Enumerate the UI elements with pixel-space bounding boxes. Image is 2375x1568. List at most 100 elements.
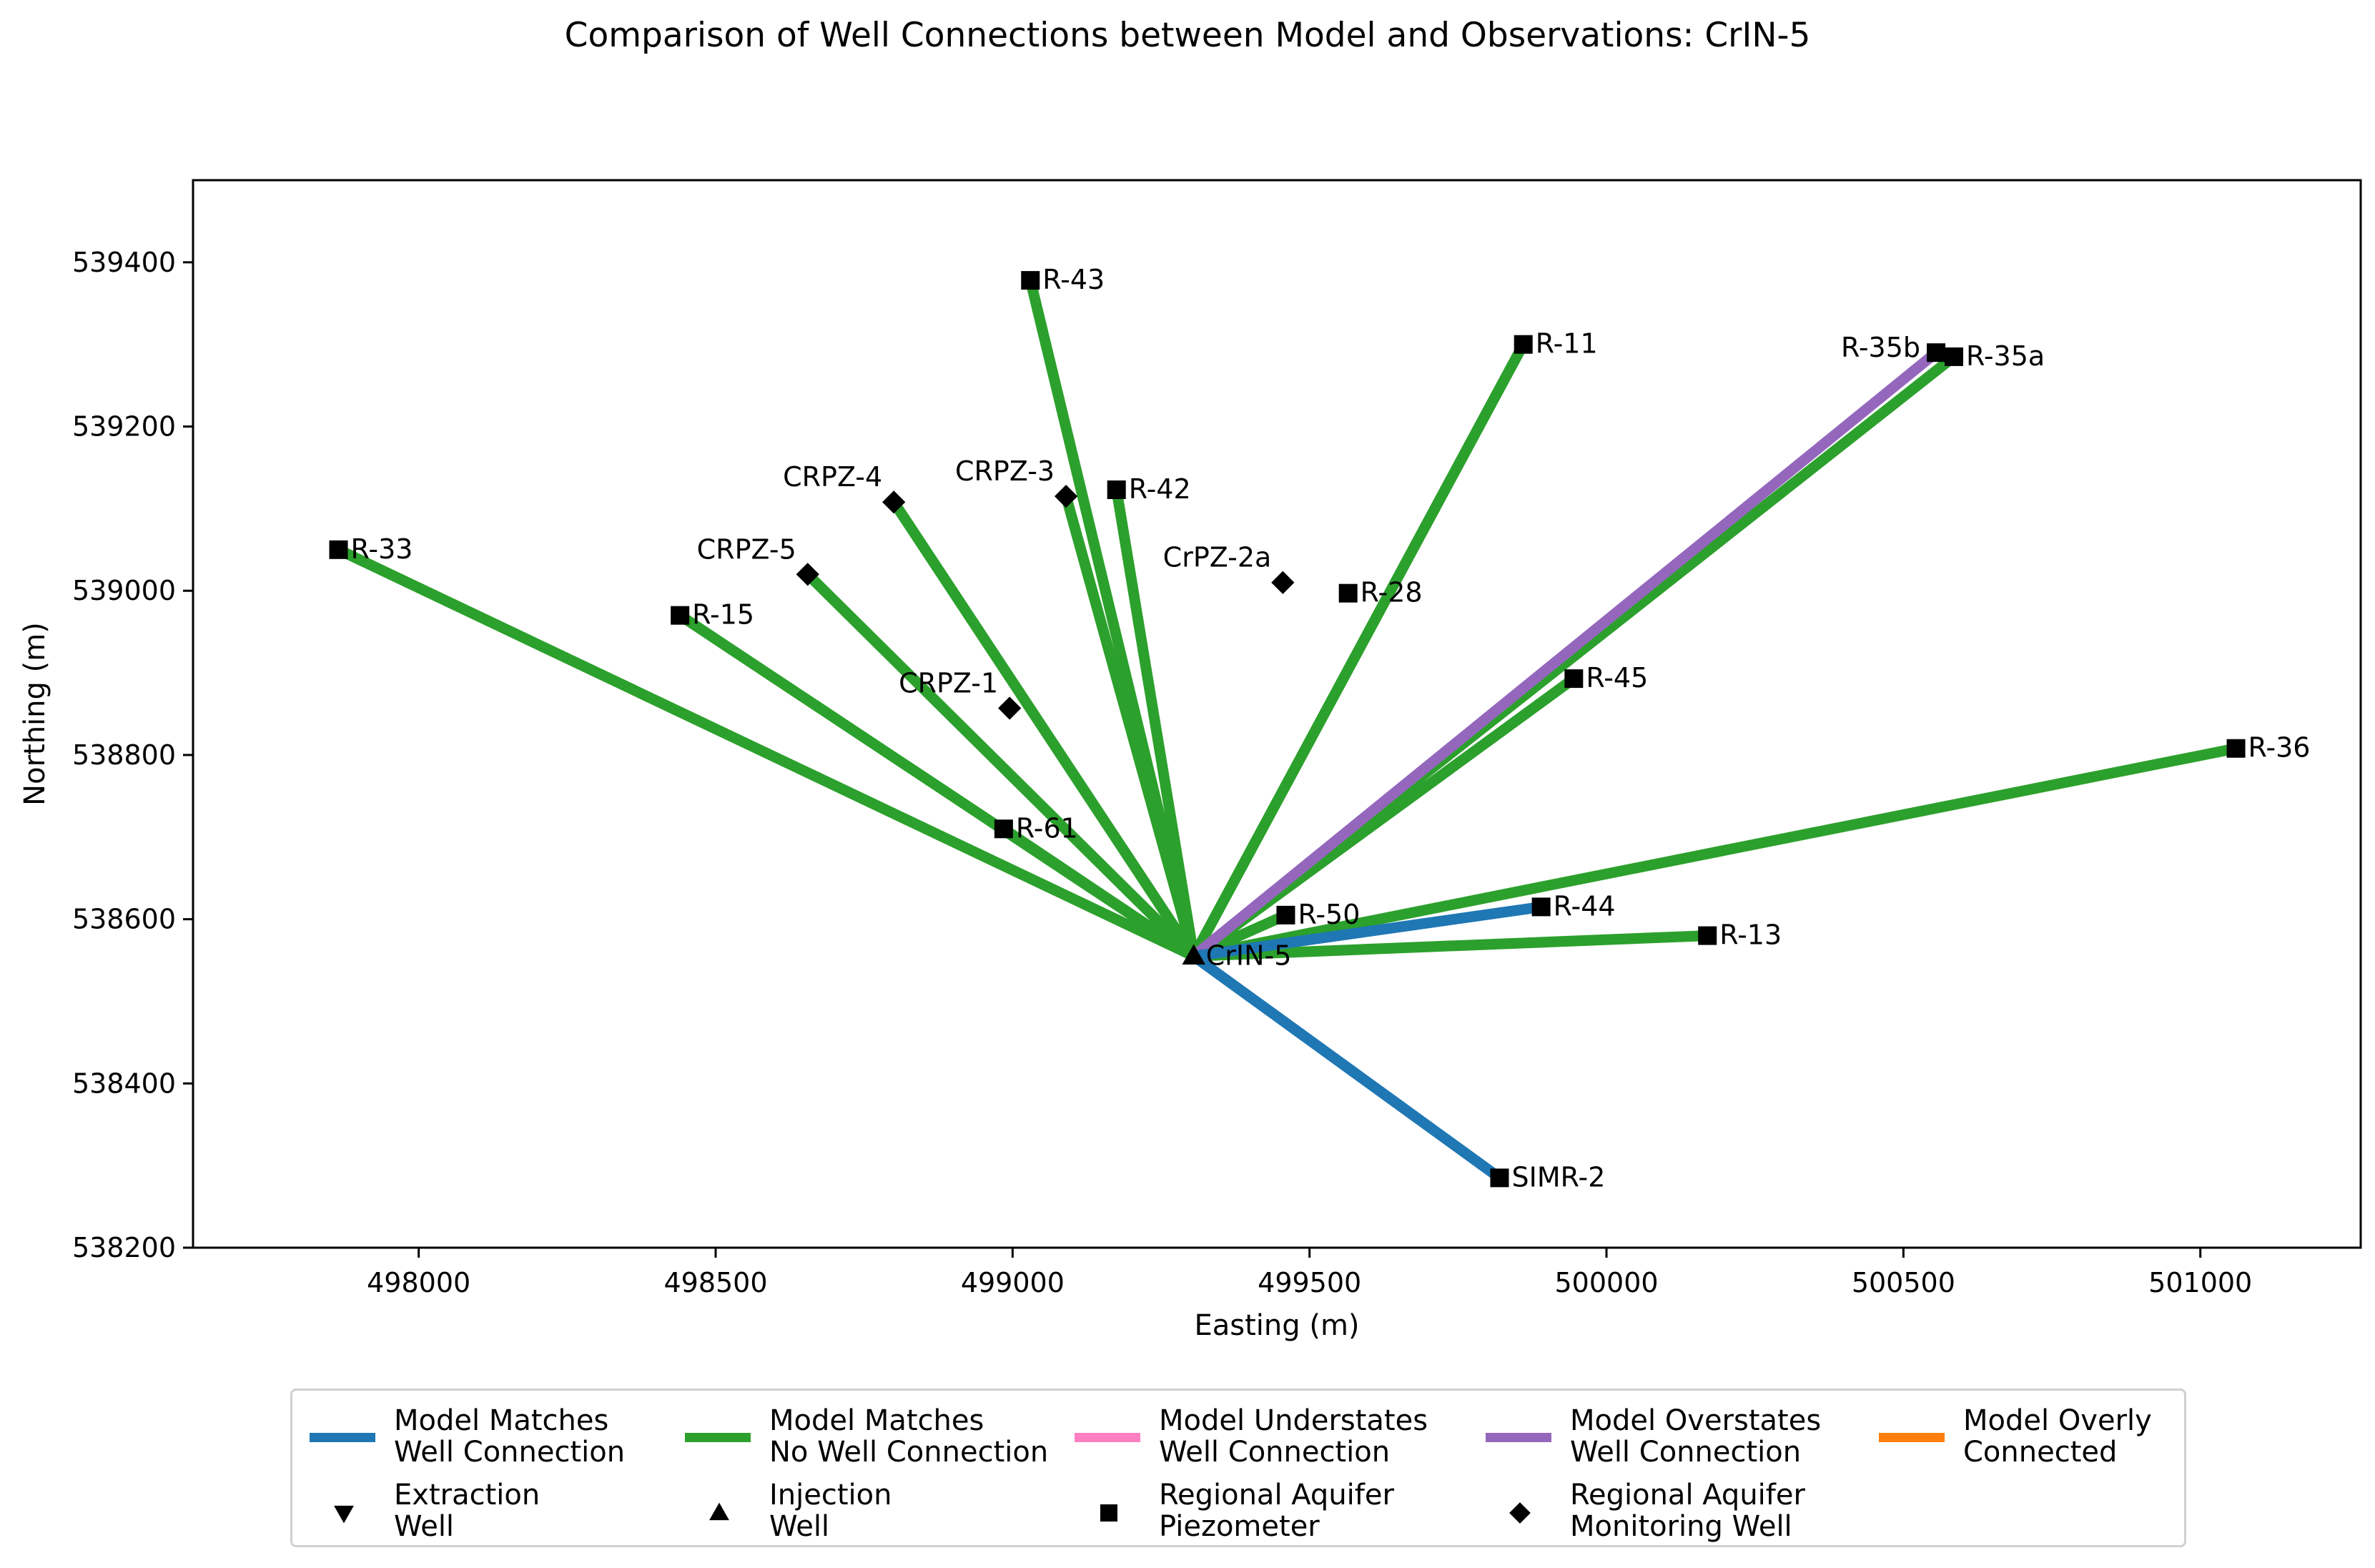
connection-line-crpz-5	[804, 570, 1198, 960]
legend-line-swatch	[685, 1433, 751, 1442]
connection-line-r-13	[1193, 930, 1708, 962]
x-tick-label: 500000	[1554, 1267, 1658, 1298]
well-marker-r-11	[1514, 335, 1533, 354]
legend-line-swatch	[1486, 1433, 1551, 1442]
well-markers	[329, 271, 2246, 1188]
connection-line-crpz-4	[889, 499, 1198, 960]
legend-swatch	[1876, 1419, 1947, 1454]
well-label-r-43: R-43	[1042, 264, 1105, 295]
connection-line-r-36	[1193, 743, 2238, 962]
well-label-r-42: R-42	[1129, 473, 1191, 505]
well-label-crpz-5: CRPZ-5	[697, 533, 796, 565]
legend-label: Regional Aquifer Monitoring Well	[1570, 1479, 1805, 1543]
legend-swatch	[682, 1419, 754, 1454]
well-marker-r-36	[2226, 739, 2246, 758]
legend-label: Model Matches Well Connection	[394, 1404, 626, 1469]
well-label-r-13: R-13	[1719, 919, 1782, 951]
legend-label: Model Matches No Well Connection	[769, 1404, 1049, 1469]
legend-label: Model Understates Well Connection	[1159, 1404, 1428, 1469]
well-label-r-45: R-45	[1586, 662, 1648, 694]
legend-swatch	[1072, 1419, 1143, 1454]
well-marker-r-35b	[1927, 343, 1946, 363]
well-marker-crpz-5	[796, 563, 819, 586]
y-tick-label: 539000	[72, 575, 176, 606]
y-tick-label: 538200	[72, 1232, 176, 1263]
chart-title: Comparison of Well Connections between M…	[564, 16, 1811, 55]
well-marker-crpz-4	[882, 490, 906, 514]
well-label-r-36: R-36	[2248, 732, 2311, 764]
well-labels: R-43 R-11 R-35b R-35a CRPZ-4 CRPZ-3 R-42 R-33 CR…	[351, 264, 2311, 1193]
well-label-r-35a: R-35a	[1966, 340, 2045, 372]
legend-item-regional-aquifer-piezometer: Regional Aquifer Piezometer	[1072, 1479, 1394, 1542]
legend-line-swatch	[310, 1433, 375, 1442]
well-label-crin-5: CrIN-5	[1206, 940, 1292, 971]
legend-label: Injection Well	[769, 1479, 892, 1543]
legend-swatch	[307, 1419, 378, 1454]
well-label-crpz-4: CRPZ-4	[783, 461, 882, 493]
well-marker-crpz-3	[1054, 485, 1078, 508]
well-marker-r-35a	[1944, 347, 1963, 366]
x-tick-label: 500500	[1852, 1267, 1955, 1298]
well-label-r-44: R-44	[1554, 890, 1616, 922]
legend-swatch	[1483, 1493, 1554, 1529]
legend-marker-diamond	[1509, 1502, 1531, 1524]
x-tick-label: 501000	[2148, 1267, 2252, 1298]
legend-label: Model Overstates Well Connection	[1570, 1404, 1822, 1469]
well-marker-r-45	[1564, 669, 1584, 689]
connection-line-r-35b	[1190, 348, 1940, 961]
legend-marker-triangle-up	[709, 1502, 729, 1521]
legend-swatch	[307, 1493, 378, 1529]
connection-line-simr-2	[1190, 952, 1503, 1183]
well-label-crpz-1: CRPZ-1	[899, 667, 998, 699]
x-tick-label: 499500	[1258, 1267, 1361, 1298]
well-label-r-50: R-50	[1298, 899, 1360, 930]
well-marker-r-42	[1107, 480, 1126, 499]
well-label-simr-2: SIMR-2	[1512, 1161, 1606, 1193]
y-tick-label: 538600	[72, 904, 176, 935]
y-tick-label: 538400	[72, 1067, 176, 1099]
connection-line-r-42	[1111, 488, 1200, 957]
legend: Model Matches Well Connection Model Match…	[290, 1389, 2186, 1547]
well-marker-r-43	[1021, 271, 1040, 290]
connection-line-r-11	[1189, 342, 1529, 959]
y-tick-label: 538800	[72, 739, 176, 771]
well-marker-r-44	[1531, 897, 1551, 917]
well-label-crpz-2a: CrPZ-2a	[1163, 542, 1272, 573]
legend-item-model-overstates-well-connection: Model Overstates Well Connection	[1483, 1405, 1821, 1468]
well-label-r-61: R-61	[1016, 812, 1078, 844]
legend-swatch	[1483, 1419, 1554, 1454]
well-marker-r-15	[671, 606, 690, 625]
well-label-r-33: R-33	[351, 533, 413, 565]
well-marker-r-28	[1338, 583, 1358, 603]
well-marker-crpz-2a	[1271, 571, 1295, 594]
well-marker-crin-5	[1182, 944, 1205, 965]
plot-frame	[192, 179, 2362, 1249]
x-tick-label: 498500	[663, 1267, 767, 1298]
legend-label: Model Overly Connected	[1963, 1404, 2152, 1469]
connection-lines	[336, 279, 2238, 1183]
legend-item-model-matches-well-connection: Model Matches Well Connection	[307, 1405, 625, 1468]
well-label-crpz-3: CRPZ-3	[955, 455, 1055, 487]
legend-item-regional-aquifer-monitoring-well: Regional Aquifer Monitoring Well	[1483, 1479, 1805, 1542]
connection-line-r-33	[336, 545, 1196, 962]
connection-line-r-61	[1000, 824, 1197, 961]
legend-item-model-understates-well-connection: Model Understates Well Connection	[1072, 1405, 1428, 1468]
x-tick-label: 499000	[961, 1267, 1065, 1298]
well-marker-simr-2	[1490, 1168, 1509, 1188]
well-label-r-35b: R-35b	[1841, 332, 1920, 363]
legend-item-model-overly-connected: Model Overly Connected	[1876, 1405, 2152, 1468]
well-marker-r-33	[329, 540, 348, 559]
x-tick-label: 498000	[367, 1267, 470, 1298]
legend-line-swatch	[1879, 1433, 1945, 1442]
legend-line-swatch	[1075, 1433, 1140, 1442]
well-marker-crpz-1	[998, 696, 1022, 720]
connection-line-r-44	[1193, 901, 1542, 962]
well-label-r-28: R-28	[1361, 577, 1423, 608]
well-label-r-11: R-11	[1536, 328, 1598, 360]
legend-swatch	[682, 1493, 754, 1529]
legend-item-extraction-well: Extraction Well	[307, 1479, 540, 1542]
legend-marker-square	[1100, 1504, 1117, 1522]
axes-frame	[192, 179, 2362, 1249]
axis-ticks: 498000 498500 499000 499500 500000 500500 5010…	[19, 247, 2252, 1342]
